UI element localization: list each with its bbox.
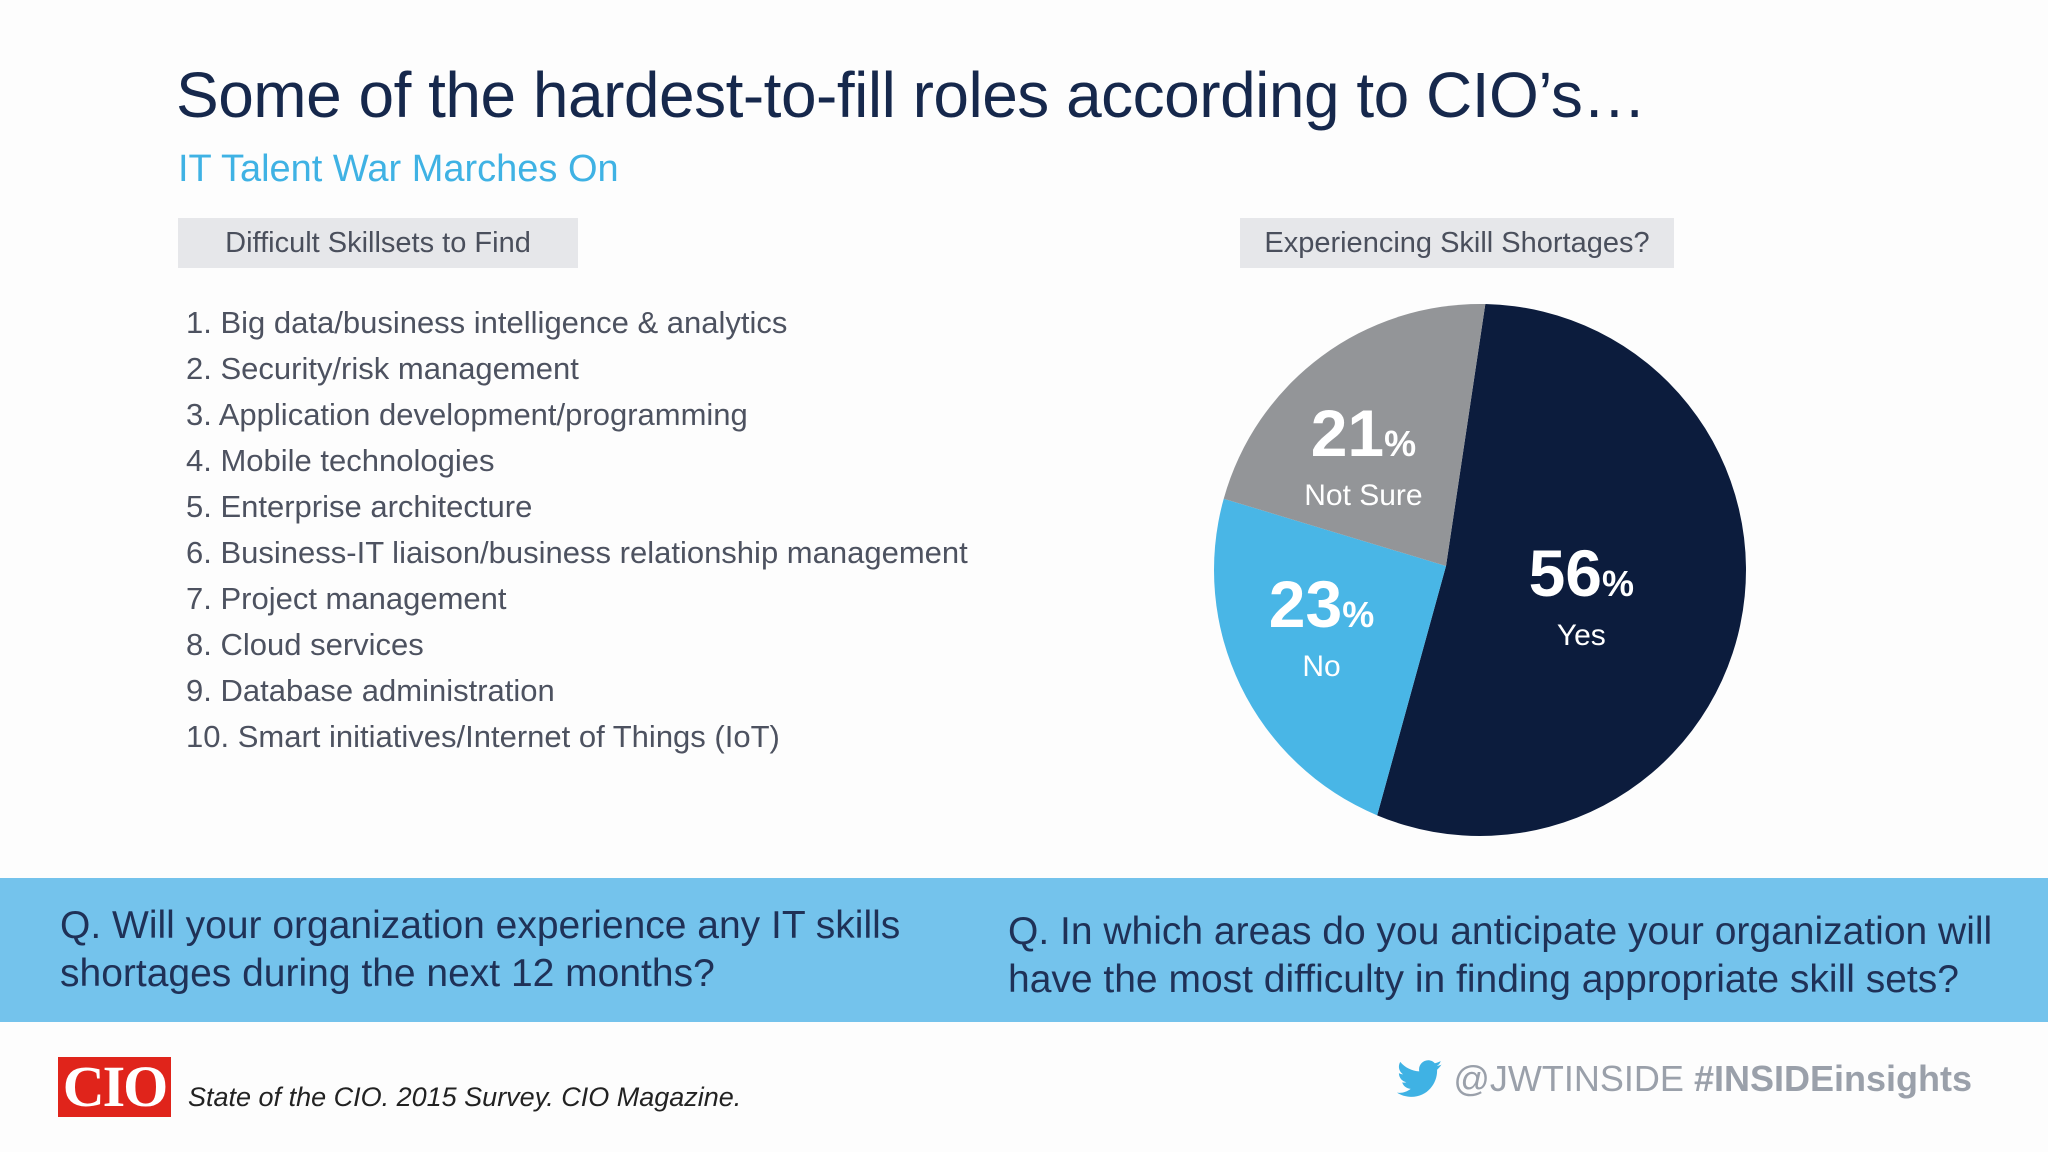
pie-category: Yes (1556, 618, 1606, 652)
cio-logo: CIO (58, 1057, 171, 1117)
skill-item: 1. Big data/business intelligence & anal… (186, 305, 788, 340)
pie-label-not-sure: 21% Not Sure (1263, 400, 1463, 515)
skill-item: 7. Project management (186, 581, 507, 616)
skill-item: 4. Mobile technologies (186, 443, 495, 478)
pie-slice-yes (1377, 304, 1746, 836)
skill-item: 2. Security/risk management (186, 351, 579, 386)
pie-value: 23% (1268, 567, 1375, 642)
skillsets-heading: Difficult Skillsets to Find (178, 218, 578, 268)
pie-category: No (1302, 650, 1341, 684)
skill-item: 5. Enterprise architecture (186, 489, 533, 524)
social-footer: @JWTINSIDE #INSIDEinsights (1397, 1058, 1972, 1100)
question-left: Q. Will your organization experience any… (60, 904, 901, 995)
question-right: Q. In which areas do you anticipate your… (1008, 910, 1993, 1001)
hashtag: #INSIDEinsights (1693, 1058, 1972, 1099)
twitter-bird-icon (1397, 1060, 1443, 1097)
pie-slice-no (1214, 498, 1446, 816)
skill-item: 9. Database administration (186, 673, 555, 708)
page-title: Some of the hardest-to-fill roles accord… (176, 59, 1646, 131)
source-citation: State of the CIO. 2015 Survey. CIO Magaz… (188, 1082, 742, 1112)
twitter-handle: @JWTINSIDE (1453, 1058, 1684, 1099)
pie-category: Not Sure (1304, 479, 1423, 513)
pie-chart: 56% Yes 23% No 21% Not Sure (1210, 300, 1750, 840)
skill-item: 8. Cloud services (186, 627, 424, 662)
skillsets-list: 1. Big data/business intelligence & anal… (186, 300, 968, 760)
shortages-heading: Experiencing Skill Shortages? (1240, 218, 1674, 268)
pie-chart-svg (1214, 303, 1746, 836)
pie-value: 21% (1310, 396, 1417, 471)
pie-label-yes: 56% Yes (1481, 540, 1681, 655)
pie-value: 56% (1528, 535, 1635, 610)
skill-item: 10. Smart initiatives/Internet of Things… (186, 719, 780, 754)
question-banner (0, 878, 2048, 1022)
skill-item: 6. Business-IT liaison/business relation… (186, 535, 968, 570)
pie-label-no: 23% No (1222, 571, 1422, 686)
skill-item: 3. Application development/programming (186, 397, 748, 432)
pie-slice-not-sure (1223, 303, 1486, 566)
page-subtitle: IT Talent War Marches On (178, 148, 619, 190)
